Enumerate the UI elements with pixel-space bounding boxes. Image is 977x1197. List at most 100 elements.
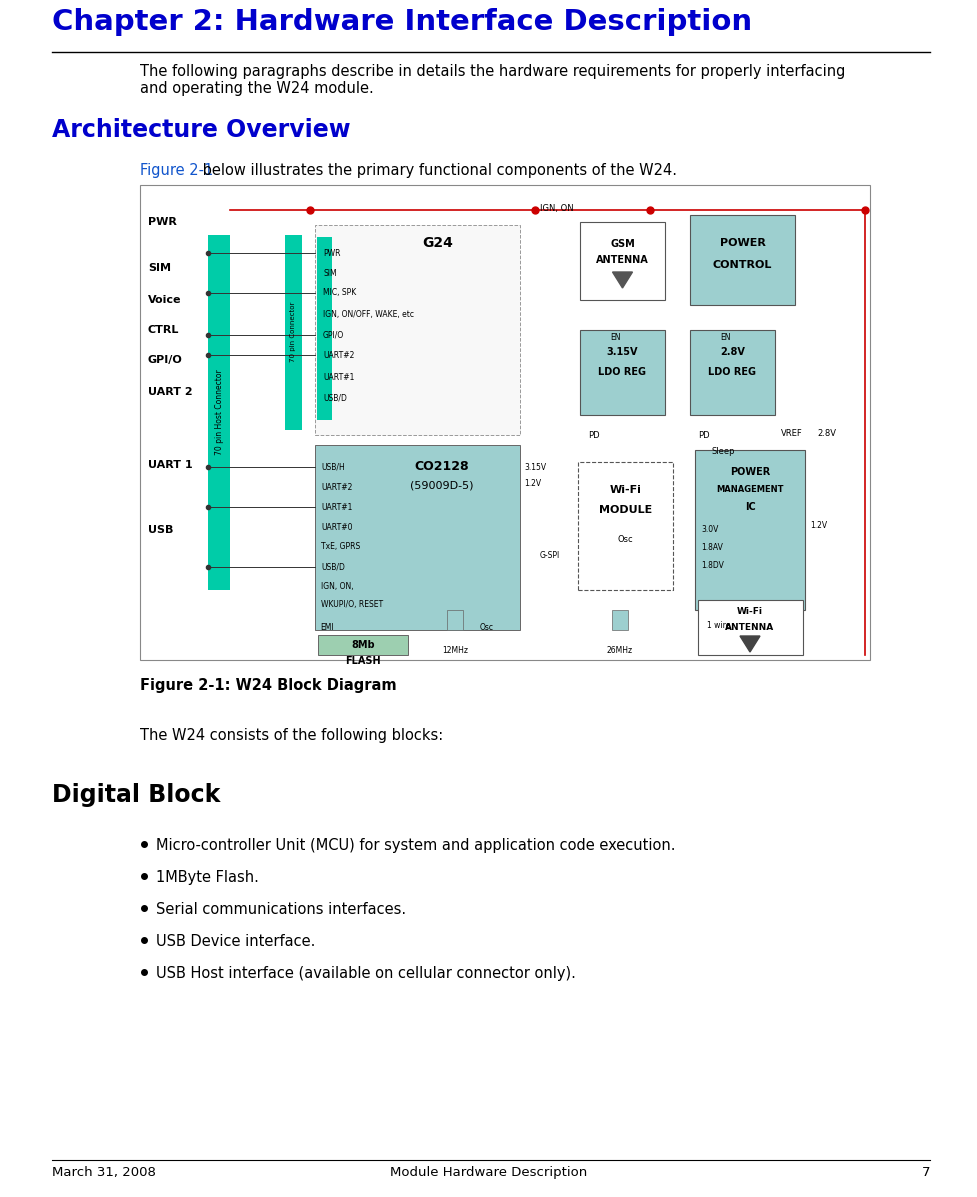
Text: Architecture Overview: Architecture Overview: [52, 119, 351, 142]
Text: 8Mb: 8Mb: [351, 640, 375, 650]
Text: 70 pin Host Connector: 70 pin Host Connector: [215, 369, 224, 455]
Text: ANTENNA: ANTENNA: [596, 255, 649, 265]
Text: Wi-Fi: Wi-Fi: [737, 608, 763, 616]
Text: MODULE: MODULE: [599, 505, 652, 515]
Bar: [580, 330, 665, 415]
Text: The W24 consists of the following blocks:: The W24 consists of the following blocks…: [140, 728, 444, 743]
Text: Digital Block: Digital Block: [52, 783, 221, 807]
Text: Module Hardware Description: Module Hardware Description: [390, 1166, 587, 1179]
Text: USB Device interface.: USB Device interface.: [156, 934, 316, 949]
Text: UART#1: UART#1: [321, 503, 353, 511]
Bar: [447, 610, 463, 630]
Bar: [208, 235, 230, 590]
Text: UART#2: UART#2: [323, 351, 355, 359]
Text: 1.2V: 1.2V: [524, 479, 541, 487]
Text: FLASH: FLASH: [345, 656, 381, 666]
Text: Serial communications interfaces.: Serial communications interfaces.: [156, 903, 406, 917]
Text: PD: PD: [588, 431, 600, 439]
Text: The following paragraphs describe in details the hardware requirements for prope: The following paragraphs describe in det…: [140, 63, 845, 79]
Text: Osc: Osc: [480, 624, 494, 632]
Text: Figure 2-1: Figure 2-1: [140, 163, 213, 178]
Text: POWER: POWER: [720, 238, 765, 248]
Text: G-SPI: G-SPI: [540, 551, 560, 559]
Text: UART#1: UART#1: [323, 372, 355, 382]
Text: USB: USB: [148, 525, 173, 535]
Text: 2.8V: 2.8V: [817, 429, 836, 437]
Text: GPI/O: GPI/O: [323, 330, 344, 340]
Text: USB/D: USB/D: [321, 563, 345, 571]
Text: PWR: PWR: [323, 249, 341, 257]
Text: 7: 7: [921, 1166, 930, 1179]
Text: Micro-controller Unit (MCU) for system and application code execution.: Micro-controller Unit (MCU) for system a…: [156, 838, 675, 853]
Polygon shape: [142, 230, 250, 610]
Text: EN: EN: [611, 334, 621, 342]
Bar: [317, 237, 332, 420]
Bar: [580, 221, 665, 300]
Text: CTRL: CTRL: [148, 326, 180, 335]
Text: IGN, ON/OFF, WAKE, etc: IGN, ON/OFF, WAKE, etc: [323, 310, 414, 320]
Text: LDO REG: LDO REG: [599, 367, 647, 377]
Bar: [690, 330, 775, 415]
Text: 1.2V: 1.2V: [810, 521, 828, 529]
Text: TxE, GPRS: TxE, GPRS: [321, 542, 361, 552]
Text: UART#0: UART#0: [321, 523, 353, 531]
Bar: [285, 235, 302, 430]
Polygon shape: [740, 636, 760, 652]
Text: MIC, SPK: MIC, SPK: [323, 288, 357, 298]
Text: WKUPI/O, RESET: WKUPI/O, RESET: [321, 601, 383, 609]
Text: GSM: GSM: [610, 239, 635, 249]
Text: Sleep: Sleep: [712, 446, 736, 456]
Text: POWER: POWER: [730, 467, 770, 476]
Text: 1.8AV: 1.8AV: [701, 543, 723, 553]
Text: March 31, 2008: March 31, 2008: [52, 1166, 156, 1179]
Text: CONTROL: CONTROL: [713, 260, 772, 271]
Text: 1.8DV: 1.8DV: [701, 561, 724, 571]
Text: 3.15V: 3.15V: [607, 347, 638, 357]
Text: GPI/O: GPI/O: [148, 356, 183, 365]
Text: 26MHz: 26MHz: [607, 646, 633, 655]
Text: VREF: VREF: [781, 429, 803, 437]
Text: IGN, ON,: IGN, ON,: [321, 583, 354, 591]
Text: G24: G24: [423, 236, 453, 250]
Bar: [695, 450, 805, 610]
Text: 3.0V: 3.0V: [701, 525, 718, 535]
Bar: [612, 610, 628, 630]
Text: 1MByte Flash.: 1MByte Flash.: [156, 870, 259, 885]
Polygon shape: [613, 272, 632, 288]
Bar: [140, 186, 870, 660]
Text: UART 1: UART 1: [148, 460, 192, 470]
Text: (59009D-5): (59009D-5): [410, 480, 474, 490]
Text: SIM: SIM: [148, 263, 171, 273]
Bar: [578, 462, 673, 590]
Text: 3.15V: 3.15V: [524, 462, 546, 472]
Text: CO2128: CO2128: [415, 461, 469, 474]
Text: USB/D: USB/D: [323, 394, 347, 402]
Text: Osc: Osc: [617, 535, 633, 545]
Text: EN: EN: [720, 334, 731, 342]
Text: Figure 2-1: W24 Block Diagram: Figure 2-1: W24 Block Diagram: [140, 678, 397, 693]
Text: PWR: PWR: [148, 217, 177, 227]
Bar: [318, 634, 408, 655]
Text: UART 2: UART 2: [148, 387, 192, 397]
Text: and operating the W24 module.: and operating the W24 module.: [140, 81, 374, 96]
Text: MANAGEMENT: MANAGEMENT: [716, 486, 784, 494]
Text: Wi-Fi: Wi-Fi: [610, 485, 642, 496]
Text: IC: IC: [744, 502, 755, 512]
Bar: [690, 215, 795, 305]
Text: EMI: EMI: [320, 624, 333, 632]
Text: ANTENNA: ANTENNA: [725, 624, 775, 632]
Text: Voice: Voice: [148, 294, 182, 305]
Text: 12MHz: 12MHz: [442, 646, 468, 655]
Bar: [698, 600, 803, 655]
Text: SIM: SIM: [323, 268, 337, 278]
Bar: [315, 225, 520, 435]
Text: PD: PD: [698, 431, 709, 439]
Bar: [315, 445, 520, 630]
Text: IGN, ON: IGN, ON: [540, 203, 573, 213]
Text: Chapter 2: Hardware Interface Description: Chapter 2: Hardware Interface Descriptio…: [52, 8, 752, 36]
Text: 70 pin Connector: 70 pin Connector: [290, 302, 296, 363]
Text: 2.8V: 2.8V: [720, 347, 744, 357]
Text: USB/H: USB/H: [321, 462, 345, 472]
Text: below illustrates the primary functional components of the W24.: below illustrates the primary functional…: [198, 163, 677, 178]
Text: 1 wire: 1 wire: [707, 620, 731, 630]
